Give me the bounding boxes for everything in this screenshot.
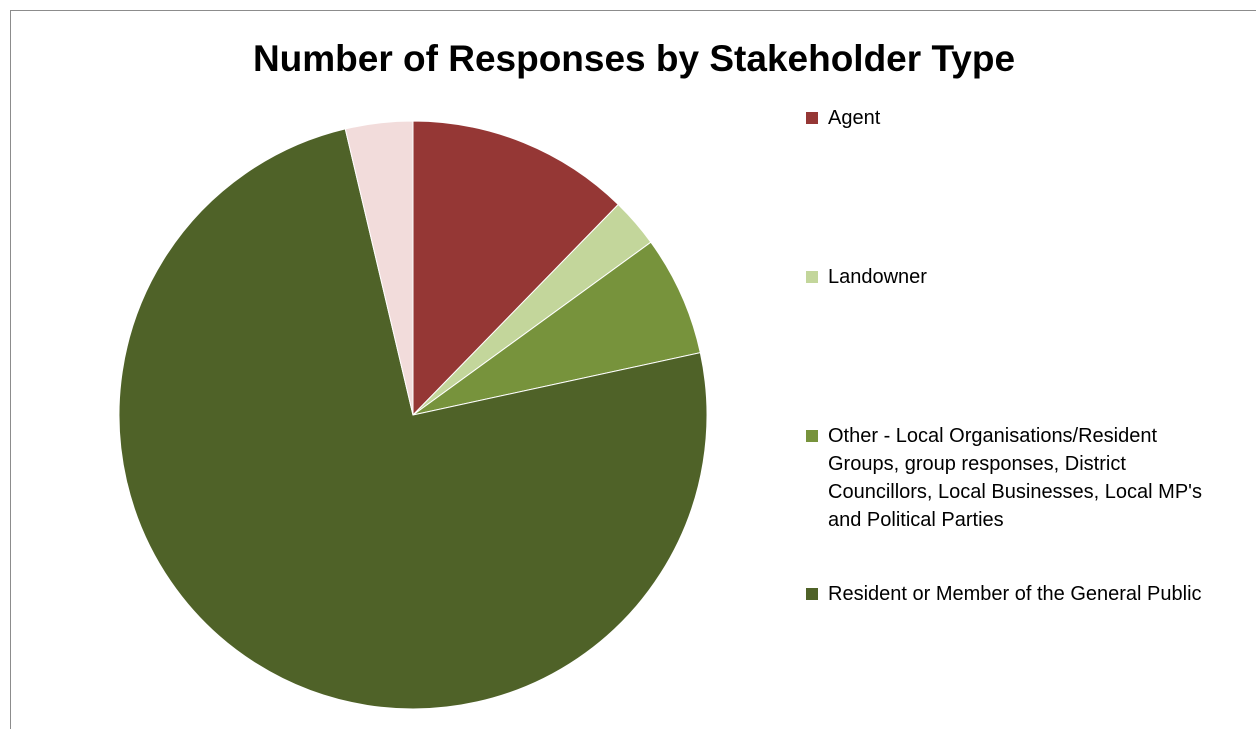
chart-title: Number of Responses by Stakeholder Type xyxy=(252,38,1016,79)
legend-label-other: Other - Local Organisations/Resident Gro… xyxy=(828,425,1202,531)
pie-slice-4 xyxy=(344,120,414,416)
chart-frame xyxy=(10,10,1256,729)
legend-label-resident: Resident or Member of the General Public xyxy=(828,583,1202,605)
legend-label-landowner: Landowner xyxy=(828,266,927,288)
pie-slice-0 xyxy=(412,120,619,417)
legend-swatch-agent xyxy=(806,112,818,124)
pie-slice-3 xyxy=(118,128,708,710)
pie-slice-2 xyxy=(412,241,701,416)
legend-swatch-landowner xyxy=(806,271,818,283)
legend-swatch-other xyxy=(806,430,818,442)
legend-swatch-resident xyxy=(806,588,818,600)
legend-label-agent: Agent xyxy=(828,107,881,129)
